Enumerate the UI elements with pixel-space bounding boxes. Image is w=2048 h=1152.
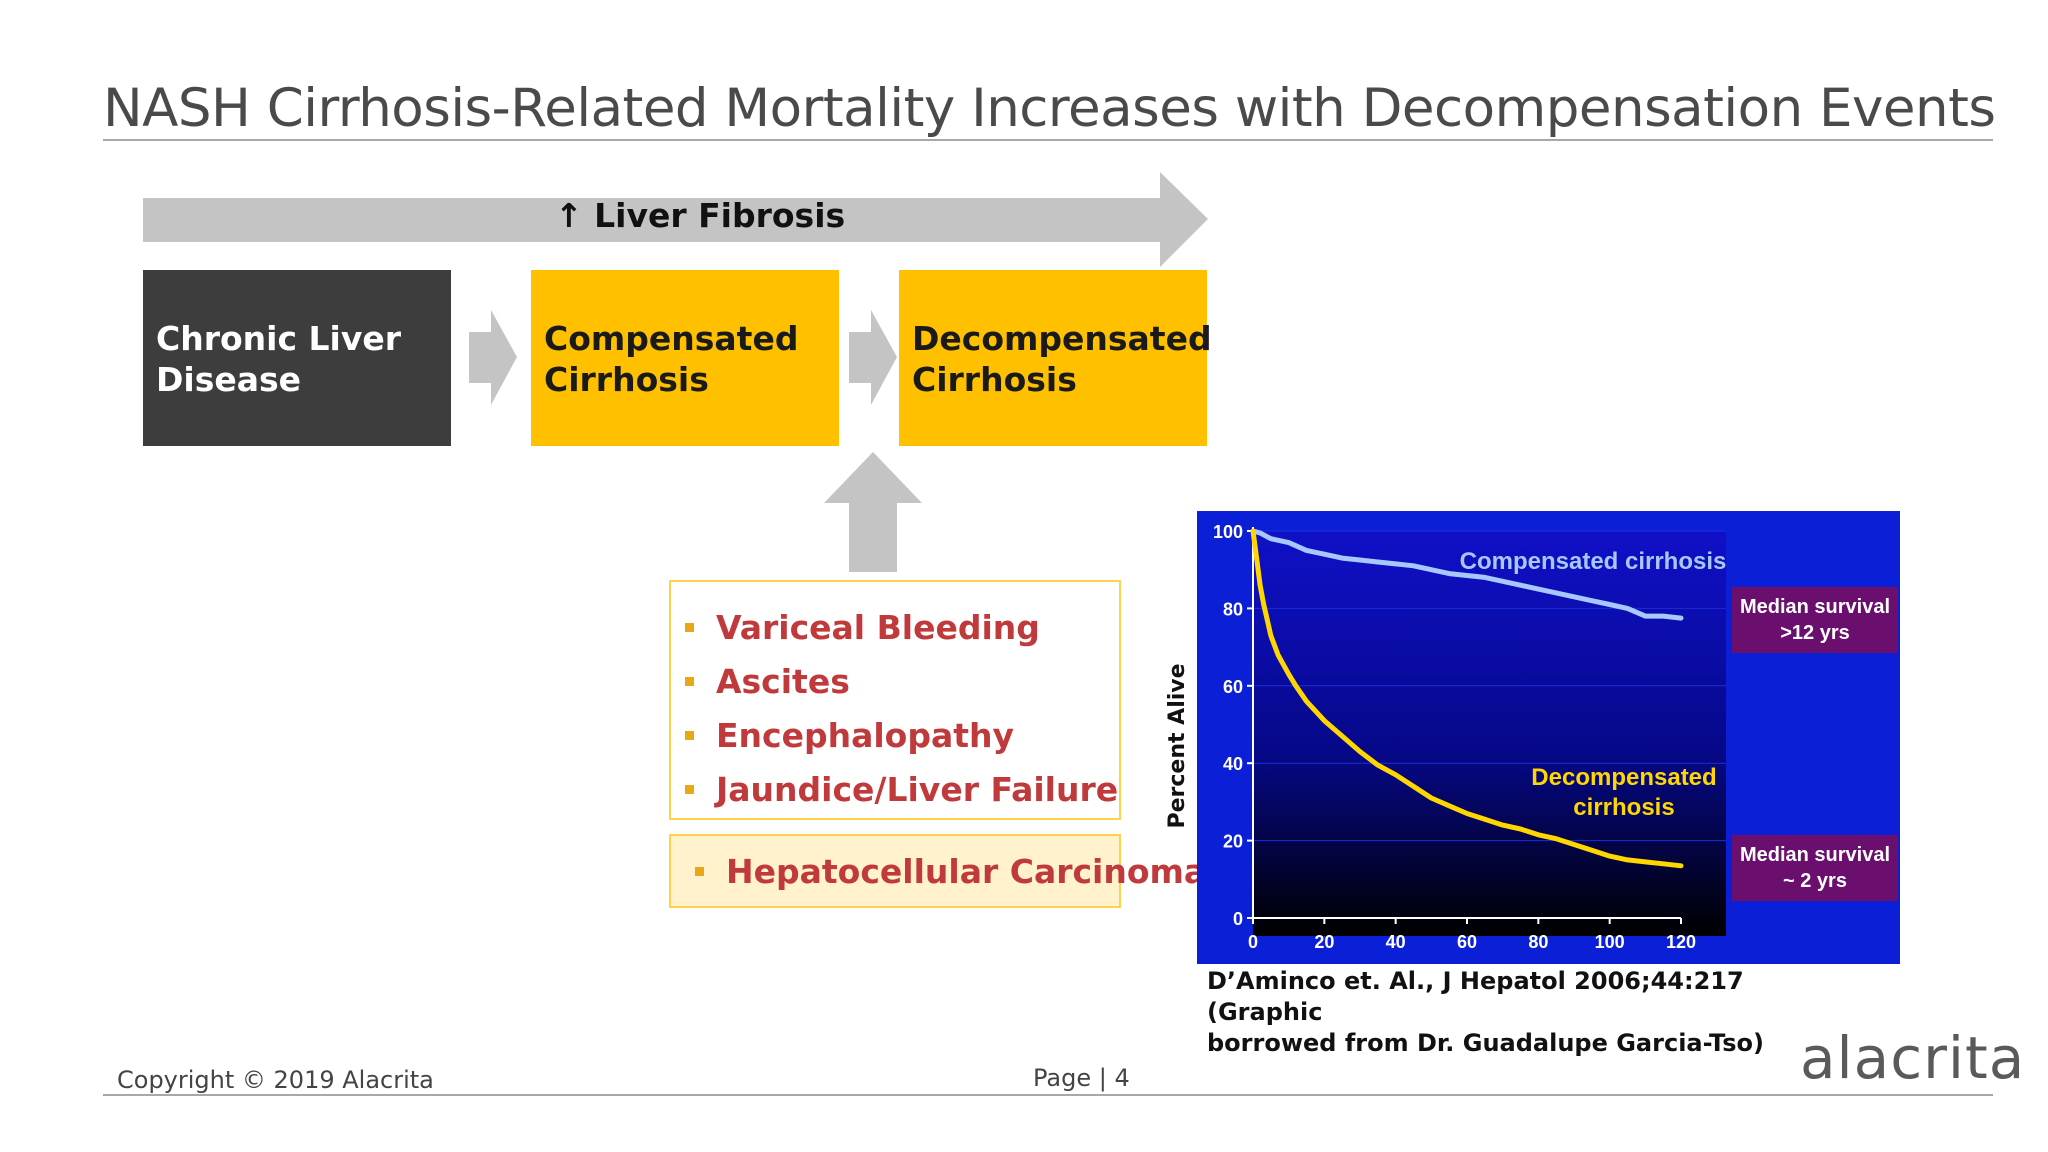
stage-arrow-2 [849, 310, 897, 405]
median-survival-badge-bottom [1732, 835, 1898, 901]
event-item: Ascites [685, 654, 1119, 708]
event-label: Ascites [716, 661, 850, 701]
annotation-value: ~ 2 yrs [1783, 870, 1847, 892]
y-tick-label: 80 [1223, 599, 1243, 619]
y-tick-label: 20 [1223, 832, 1243, 852]
stage-arrow-1 [469, 310, 517, 405]
stage-compensated-cirrhosis: Compensated Cirrhosis [531, 270, 839, 446]
title-divider [103, 139, 1993, 141]
series-line-decompensated [1250, 528, 1684, 869]
up-arrow [824, 452, 922, 572]
x-tick-label: 0 [1248, 932, 1258, 952]
y-tick-label: 60 [1223, 677, 1243, 697]
bullet-icon [685, 622, 694, 632]
slide-title: NASH Cirrhosis-Related Mortality Increas… [103, 78, 1996, 139]
hcc-box: Hepatocellular Carcinoma [669, 834, 1206, 908]
median-survival-badge-top [1732, 587, 1898, 653]
x-tick-label: 40 [1386, 932, 1406, 952]
alacrita-logo: alacrita [1800, 1024, 2026, 1092]
survival-chart-svg: 0 20 40 60 80 100 0 20 40 60 80 100 120 Percent Aliv… [1165, 511, 1900, 964]
event-label: Encephalopathy [716, 715, 1015, 755]
series-line-compensated [1250, 528, 1684, 621]
decompensation-events-box: Variceal Bleeding Ascites Encephalopathy… [669, 580, 1121, 820]
footer-divider [103, 1094, 1993, 1096]
stage-chronic-liver-disease: Chronic Liver Disease [143, 270, 451, 446]
citation-line2: borrowed from Dr. Guadalupe Garcia-Tso) [1207, 1029, 1764, 1057]
event-label: Jaundice/Liver Failure [716, 769, 1119, 809]
y-tick-label: 100 [1213, 522, 1243, 542]
stage-label-line2: Cirrhosis [544, 360, 709, 399]
event-item: Variceal Bleeding [685, 600, 1119, 654]
series-label-compensated: Compensated cirrhosis [1460, 548, 1727, 575]
citation-line1: D’Aminco et. Al., J Hepatol 2006;44:217 … [1207, 967, 1744, 1026]
bullet-icon [685, 730, 694, 740]
stage-label-line1: Decompensated [912, 319, 1212, 358]
x-tick-label: 60 [1457, 932, 1477, 952]
stage-label-line1: Compensated [544, 319, 799, 358]
page-number: Page | 4 [1033, 1064, 1130, 1092]
hcc-label: Hepatocellular Carcinoma [726, 851, 1207, 891]
series-label-decompensated: Decompensated [1531, 764, 1716, 791]
event-item: Jaundice/Liver Failure [685, 762, 1119, 816]
liver-fibrosis-label: ↑ Liver Fibrosis [555, 196, 846, 235]
event-label: Variceal Bleeding [716, 607, 1040, 647]
bullet-icon [695, 866, 704, 876]
x-tick-label: 80 [1528, 932, 1548, 952]
stage-label-line2: Cirrhosis [912, 360, 1077, 399]
y-axis-label: Percent Alive [1165, 663, 1190, 828]
annotation-label: Median survival [1740, 844, 1890, 866]
bullet-icon [685, 676, 694, 686]
y-tick-label: 0 [1233, 909, 1243, 929]
annotation-label: Median survival [1740, 596, 1890, 618]
copyright: Copyright © 2019 Alacrita [117, 1066, 434, 1094]
x-tick-label: 100 [1595, 932, 1625, 952]
citation: D’Aminco et. Al., J Hepatol 2006;44:217 … [1207, 966, 1767, 1059]
y-tick-label: 40 [1223, 754, 1243, 774]
event-item: Encephalopathy [685, 708, 1119, 762]
stage-label-line2: Disease [156, 360, 302, 399]
series-label-decompensated-line2: cirrhosis [1573, 794, 1674, 821]
x-tick-label: 120 [1666, 932, 1696, 952]
x-tick-label: 20 [1314, 932, 1334, 952]
survival-chart: 0 20 40 60 80 100 0 20 40 60 80 100 120 Percent Aliv… [1165, 511, 1900, 966]
bullet-icon [685, 784, 694, 794]
annotation-value: >12 yrs [1780, 622, 1850, 644]
stage-decompensated-cirrhosis: Decompensated Cirrhosis [899, 270, 1212, 446]
stage-label-line1: Chronic Liver [156, 319, 402, 358]
plot-area [1253, 531, 1726, 936]
liver-fibrosis-arrow [143, 172, 1208, 267]
